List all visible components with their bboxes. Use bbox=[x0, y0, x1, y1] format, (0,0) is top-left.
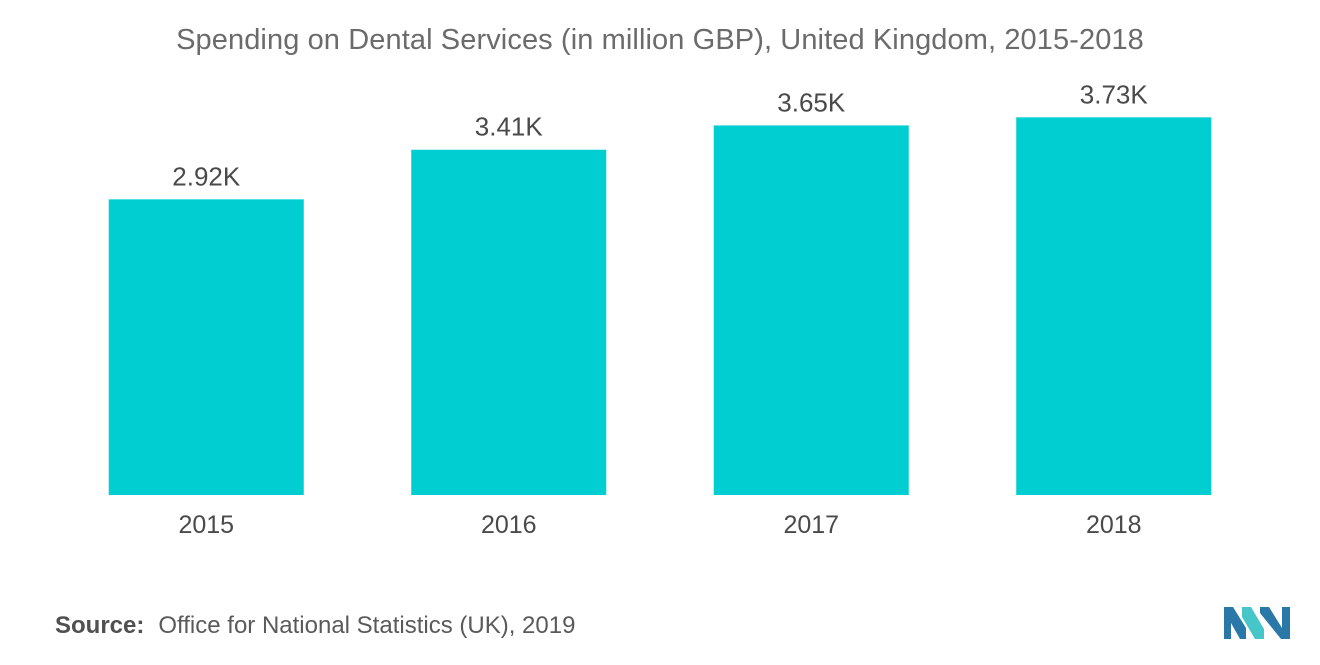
bar-2015 bbox=[108, 199, 304, 495]
x-tick-label-2015: 2015 bbox=[178, 511, 234, 539]
data-label-2016: 3.41K bbox=[475, 112, 544, 142]
data-label-2018: 3.73K bbox=[1080, 79, 1149, 109]
logo-right-stroke bbox=[1260, 607, 1290, 639]
x-tick-label-2016: 2016 bbox=[481, 511, 537, 539]
logo-middle-stroke bbox=[1242, 607, 1264, 639]
bar-2016 bbox=[411, 149, 607, 496]
logo-left-stroke bbox=[1224, 607, 1246, 639]
source-line: Source: Office for National Statistics (U… bbox=[55, 612, 575, 640]
mordor-intelligence-logo-icon bbox=[1224, 607, 1290, 639]
bar-2017 bbox=[713, 125, 909, 495]
bar-2018 bbox=[1016, 117, 1212, 496]
source-text: Office for National Statistics (UK), 201… bbox=[158, 612, 576, 639]
data-label-2017: 3.65K bbox=[777, 87, 846, 117]
data-label-2015: 2.92K bbox=[172, 161, 241, 191]
x-tick-label-2018: 2018 bbox=[1086, 511, 1142, 539]
x-tick-label-2017: 2017 bbox=[783, 511, 839, 539]
bar-chart: 2.92K 2015 3.41K 2016 3.65K 2017 3.73K 2018 bbox=[108, 79, 1212, 539]
chart-title: Spending on Dental Services (in million … bbox=[176, 24, 1144, 56]
source-label: Source: bbox=[55, 612, 145, 639]
